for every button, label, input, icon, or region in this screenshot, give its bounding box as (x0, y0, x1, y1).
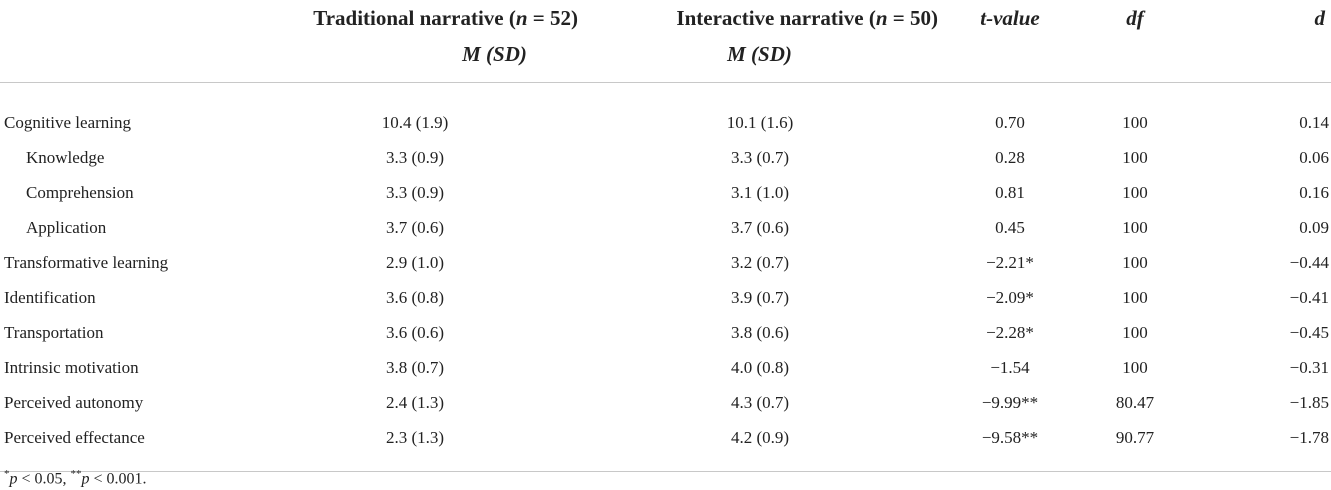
cell-d: −0.41 (1289, 287, 1329, 307)
cell-d: −1.85 (1289, 392, 1329, 412)
table-body: Cognitive learning 10.4 (1.9) 10.1 (1.6) 0.… (0, 83, 1331, 472)
footnote-rest1: < 0.05, (17, 470, 71, 488)
table-row: Identification 3.6 (0.8) 3.9 (0.7) −2.09* 10… (0, 280, 1331, 315)
table-row: Application 3.7 (0.6) 3.7 (0.6) 0.45 100 0.09 (0, 210, 1331, 245)
cell-d: 0.14 (1299, 112, 1329, 132)
cell-interactive: 4.3 (0.7) (730, 392, 790, 412)
table-row: Transportation 3.6 (0.6) 3.8 (0.6) −2.28* 10… (0, 315, 1331, 350)
header-variable (0, 0, 250, 83)
cell-d: −1.78 (1289, 427, 1329, 447)
cell-traditional: 3.3 (0.9) (385, 182, 445, 202)
cell-interactive: 10.1 (1.6) (726, 112, 794, 132)
row-label: Transportation (4, 322, 104, 342)
traditional-label: Traditional narrative (313, 6, 504, 30)
cell-df: 100 (1122, 147, 1148, 167)
row-label: Cognitive learning (4, 112, 132, 132)
footnote-rest2: < 0.001. (89, 470, 147, 488)
row-label: Comprehension (26, 182, 134, 202)
header-row: Traditional narrative (n = 52) M (SD) In… (0, 0, 1331, 83)
interactive-n-label: n (875, 6, 888, 30)
header-t-value: t-value (980, 6, 1040, 30)
header-d: d (1314, 6, 1326, 30)
table-row: Knowledge 3.3 (0.9) 3.3 (0.7) 0.28 100 0.06 (0, 140, 1331, 175)
footnote: *p < 0.05, **p < 0.001. (4, 468, 147, 488)
footnote-sym2: ** (70, 468, 82, 480)
header-df: df (1126, 6, 1144, 30)
cell-t-value: −1.54 (990, 357, 1030, 377)
row-label: Identification (4, 287, 96, 307)
cell-interactive: 3.2 (0.7) (730, 252, 790, 272)
table-row: Cognitive learning 10.4 (1.9) 10.1 (1.6) 0.… (0, 83, 1331, 141)
cell-traditional: 2.4 (1.3) (385, 392, 445, 412)
row-label: Application (26, 217, 107, 237)
cell-df: 100 (1122, 252, 1148, 272)
results-table: Traditional narrative (n = 52) M (SD) In… (0, 0, 1331, 472)
cell-d: 0.09 (1299, 217, 1329, 237)
cell-traditional: 10.4 (1.9) (381, 112, 449, 132)
row-label: Transformative learning (4, 252, 169, 272)
cell-t-value: 0.81 (995, 182, 1025, 202)
header-traditional: Traditional narrative (n = 52) M (SD) (313, 6, 578, 66)
cell-df: 100 (1122, 322, 1148, 342)
traditional-stat: M (SD) (462, 42, 527, 66)
cell-traditional: 3.6 (0.6) (385, 322, 445, 342)
traditional-n-value: = 52) (532, 6, 578, 30)
cell-traditional: 2.9 (1.0) (385, 252, 445, 272)
table-row: Perceived autonomy 2.4 (1.3) 4.3 (0.7) −9.9… (0, 385, 1331, 420)
cell-t-value: 0.28 (995, 147, 1025, 167)
cell-df: 80.47 (1115, 392, 1155, 412)
interactive-n-value: = 50) (892, 6, 938, 30)
cell-interactive: 4.0 (0.8) (730, 357, 790, 377)
cell-interactive: 3.8 (0.6) (730, 322, 790, 342)
footnote-sym1: * (4, 468, 10, 480)
cell-interactive: 3.7 (0.6) (730, 217, 790, 237)
footnote-p2: p (81, 470, 90, 488)
cell-t-value: −9.99** (981, 392, 1039, 412)
table-row: Transformative learning 2.9 (1.0) 3.2 (0.7… (0, 245, 1331, 280)
cell-traditional: 3.7 (0.6) (385, 217, 445, 237)
cell-df: 100 (1122, 287, 1148, 307)
cell-df: 100 (1122, 112, 1148, 132)
cell-t-value: −9.58** (981, 427, 1039, 447)
cell-d: −0.44 (1289, 252, 1329, 272)
table-row: Perceived effectance 2.3 (1.3) 4.2 (0.9) −9… (0, 420, 1331, 472)
cell-t-value: −2.28* (986, 322, 1034, 342)
cell-traditional: 3.8 (0.7) (385, 357, 445, 377)
cell-interactive: 4.2 (0.9) (730, 427, 790, 447)
cell-traditional: 3.3 (0.9) (385, 147, 445, 167)
row-label: Perceived autonomy (4, 392, 144, 412)
cell-d: −0.45 (1289, 322, 1329, 342)
row-label: Knowledge (26, 147, 105, 167)
interactive-label: Interactive narrative (676, 6, 864, 30)
cell-traditional: 2.3 (1.3) (385, 427, 445, 447)
cell-df: 100 (1122, 217, 1148, 237)
cell-traditional: 3.6 (0.8) (385, 287, 445, 307)
cell-d: −0.31 (1289, 357, 1329, 377)
row-label: Intrinsic motivation (4, 357, 139, 377)
header-interactive: Interactive narrative (n = 50) M (SD) (676, 6, 938, 66)
cell-t-value: −2.09* (986, 287, 1034, 307)
traditional-n-label: n (515, 6, 528, 30)
cell-df: 90.77 (1115, 427, 1155, 447)
cell-df: 100 (1122, 182, 1148, 202)
table-row: Intrinsic motivation 3.8 (0.7) 4.0 (0.8) −1… (0, 350, 1331, 385)
interactive-stat: M (SD) (727, 42, 792, 66)
cell-t-value: −2.21* (986, 252, 1034, 272)
row-label: Perceived effectance (4, 427, 145, 447)
footnote-p1: p (9, 470, 18, 488)
cell-t-value: 0.70 (995, 112, 1025, 132)
cell-t-value: 0.45 (995, 217, 1025, 237)
cell-d: 0.06 (1299, 147, 1329, 167)
cell-interactive: 3.9 (0.7) (730, 287, 790, 307)
cell-interactive: 3.1 (1.0) (730, 182, 790, 202)
table-row: Comprehension 3.3 (0.9) 3.1 (1.0) 0.81 100 0.… (0, 175, 1331, 210)
cell-df: 100 (1122, 357, 1148, 377)
cell-d: 0.16 (1299, 182, 1329, 202)
cell-interactive: 3.3 (0.7) (730, 147, 790, 167)
